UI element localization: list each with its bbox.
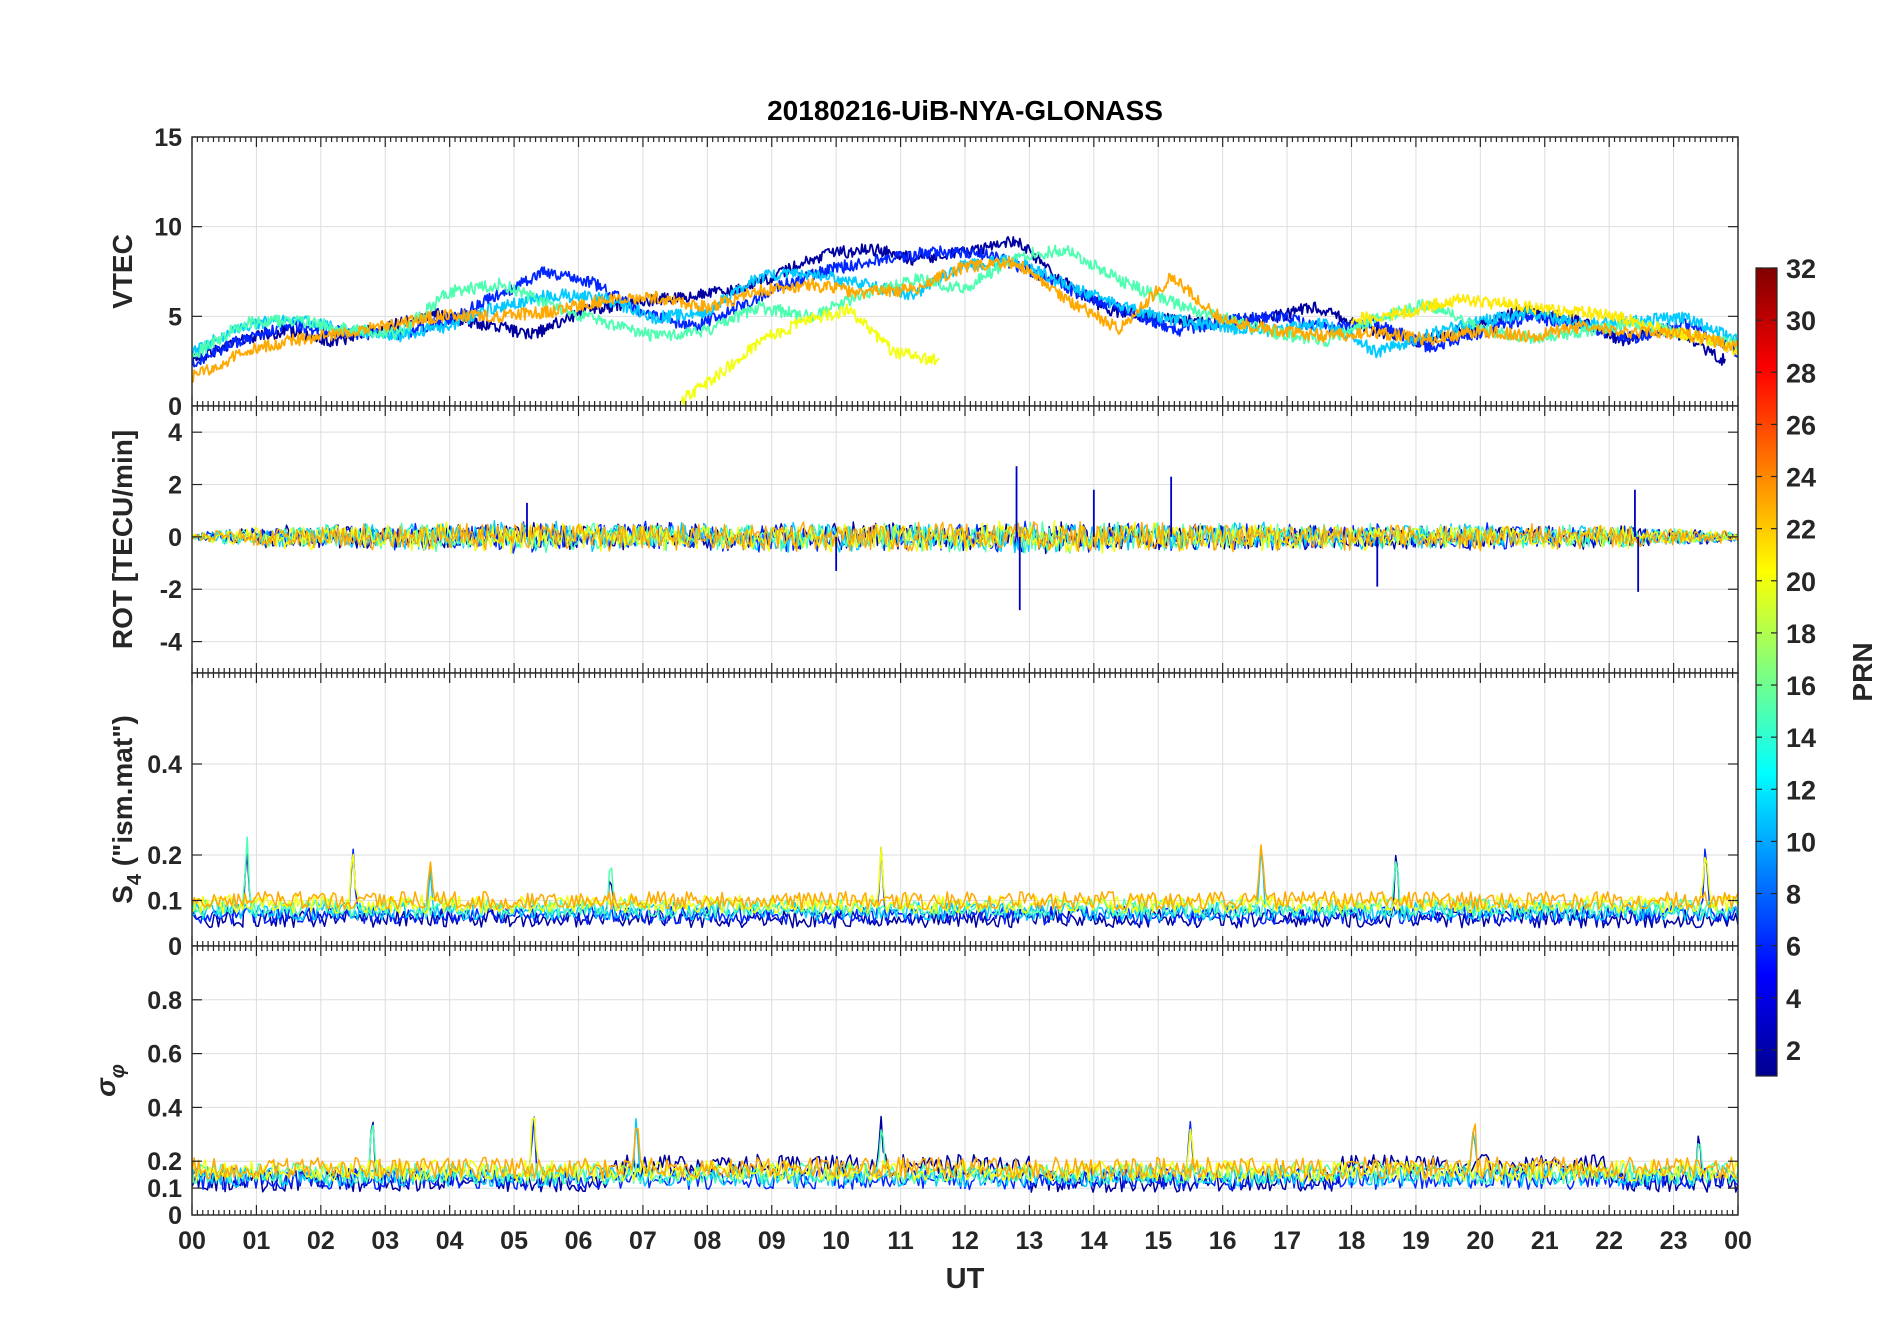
y-tick-label: 0.1 bbox=[147, 1175, 182, 1203]
colorbar-tick-label: 8 bbox=[1786, 880, 1801, 910]
vtec-series-prn-23 bbox=[192, 256, 1738, 383]
chart-title: 20180216-UiB-NYA-GLONASS bbox=[767, 95, 1163, 126]
x-tick-label: 13 bbox=[1016, 1227, 1044, 1255]
colorbar-tick-label: 28 bbox=[1786, 358, 1816, 388]
vtec-series-prn-21 bbox=[1350, 293, 1738, 356]
panel-x-ticks bbox=[191, 137, 1739, 406]
panel-4: 00.10.2 0.4 0.6 0.8 σφ bbox=[90, 945, 1739, 1230]
y-axis-label-sub: φ bbox=[107, 1064, 129, 1078]
y-tick-label: 15 bbox=[154, 124, 182, 152]
colorbar-tick-label: 30 bbox=[1786, 306, 1816, 336]
x-tick-label: 21 bbox=[1531, 1227, 1559, 1255]
vtec-series-prn-11 bbox=[192, 254, 1738, 359]
colorbar-label: PRN bbox=[1847, 642, 1878, 701]
x-tick-label: 16 bbox=[1209, 1227, 1237, 1255]
colorbar-tick-label: 2 bbox=[1786, 1036, 1801, 1066]
y-axis-label: S4 ("ism.mat") bbox=[107, 715, 146, 904]
colorbar-tick-label: 16 bbox=[1786, 671, 1816, 701]
x-tick-label: 10 bbox=[822, 1227, 850, 1255]
x-tick-label: 05 bbox=[500, 1227, 528, 1255]
x-tick-label: 11 bbox=[887, 1227, 914, 1255]
y-tick-label: 0 bbox=[168, 524, 182, 552]
sigma-phi-series-prn-23 bbox=[192, 1123, 1738, 1180]
panel-data bbox=[192, 836, 1738, 929]
y-tick-label: 0.4 bbox=[147, 1094, 182, 1122]
x-tick-label: 06 bbox=[565, 1227, 593, 1255]
y-axis-label: ROT [TECU/min] bbox=[107, 430, 138, 649]
x-tick-label: 19 bbox=[1402, 1227, 1430, 1255]
colorbar-tick-label: 20 bbox=[1786, 567, 1816, 597]
y-tick-label: 0.8 bbox=[147, 987, 182, 1015]
x-tick-label: 08 bbox=[693, 1227, 721, 1255]
y-tick-label: 0.2 bbox=[147, 842, 182, 870]
x-tick-label: 07 bbox=[629, 1227, 657, 1255]
x-tick-label: 17 bbox=[1273, 1227, 1301, 1255]
x-tick-label: 01 bbox=[243, 1227, 271, 1255]
vtec-series-prn-20 bbox=[680, 303, 940, 406]
x-tick-label: 12 bbox=[951, 1227, 979, 1255]
y-axis-label: VTEC bbox=[107, 234, 138, 309]
y-tick-label: 2 bbox=[168, 472, 182, 500]
colorbar-tick-label: 10 bbox=[1786, 827, 1816, 857]
colorbar-tick-label: 26 bbox=[1786, 410, 1816, 440]
panel-x-ticks bbox=[191, 673, 1739, 946]
x-tick-label: 23 bbox=[1660, 1227, 1688, 1255]
x-tick-label: 09 bbox=[758, 1227, 786, 1255]
colorbar-tick-label: 32 bbox=[1786, 254, 1816, 284]
panel-x-ticks bbox=[191, 406, 1739, 673]
y-tick-label: 4 bbox=[168, 419, 182, 447]
y-tick-label: 0.1 bbox=[147, 888, 182, 916]
x-tick-label: 20 bbox=[1466, 1227, 1494, 1255]
colorbar-tick-label: 4 bbox=[1786, 984, 1801, 1014]
y-tick-label: 0 bbox=[168, 933, 182, 961]
x-tick-label: 04 bbox=[436, 1227, 464, 1255]
panel-data bbox=[192, 466, 1738, 611]
panel-x-ticks bbox=[191, 946, 1739, 1215]
y-tick-label: 0.6 bbox=[147, 1041, 182, 1069]
x-tick-label: 00 bbox=[1724, 1227, 1752, 1255]
y-axis-label-main: σ bbox=[90, 1077, 121, 1097]
panel-3: 00.10.20.4S4 ("ism.mat") bbox=[107, 672, 1739, 961]
colorbar-tick-label: 24 bbox=[1786, 463, 1816, 493]
colorbar-tick-label: 6 bbox=[1786, 932, 1801, 962]
y-tick-label: -4 bbox=[160, 629, 182, 657]
colorbar-tick-label: 12 bbox=[1786, 775, 1816, 805]
y-axis-label: σφ bbox=[90, 1064, 129, 1097]
rot-series-prn-15 bbox=[192, 519, 1738, 554]
y-axis-label-main: S bbox=[107, 885, 138, 904]
x-tick-label: 18 bbox=[1338, 1227, 1366, 1255]
x-axis-label: UT bbox=[946, 1263, 985, 1295]
x-tick-label: 02 bbox=[307, 1227, 335, 1255]
vtec-series-prn-15 bbox=[192, 244, 1738, 359]
s4-series-prn-23 bbox=[192, 844, 1738, 911]
x-tick-label: 14 bbox=[1080, 1227, 1108, 1255]
x-tick-label: 22 bbox=[1595, 1227, 1623, 1255]
colorbar-gradient bbox=[1755, 267, 1778, 1077]
y-tick-label: 0 bbox=[168, 393, 182, 421]
y-tick-label: 0.2 bbox=[147, 1148, 182, 1176]
x-tick-label: 15 bbox=[1144, 1227, 1172, 1255]
panel-2: -4 -2 0 2 4 ROT [TECU/min] bbox=[107, 405, 1739, 674]
rot-series-prn-23 bbox=[192, 521, 1738, 553]
y-tick-label: -2 bbox=[160, 576, 182, 604]
y-tick-label: 5 bbox=[168, 303, 182, 331]
panel-1: 0 5 10 15 VTEC bbox=[107, 124, 1739, 421]
y-axis-label-sub: 4 bbox=[124, 873, 146, 885]
panel-data bbox=[192, 236, 1738, 406]
y-tick-label: 0 bbox=[168, 1202, 182, 1230]
panel-data bbox=[192, 1115, 1738, 1193]
x-tick-label: 03 bbox=[371, 1227, 399, 1255]
y-axis-label-rest: ("ism.mat") bbox=[107, 715, 138, 874]
colorbar-tick-label: 18 bbox=[1786, 619, 1816, 649]
y-tick-label: 0.4 bbox=[147, 751, 182, 779]
x-tick-label: 00 bbox=[178, 1227, 206, 1255]
colorbar-tick-label: 14 bbox=[1786, 723, 1816, 753]
colorbar-tick-label: 22 bbox=[1786, 515, 1816, 545]
y-tick-label: 10 bbox=[154, 214, 182, 242]
s4-series-prn-11 bbox=[192, 848, 1738, 922]
